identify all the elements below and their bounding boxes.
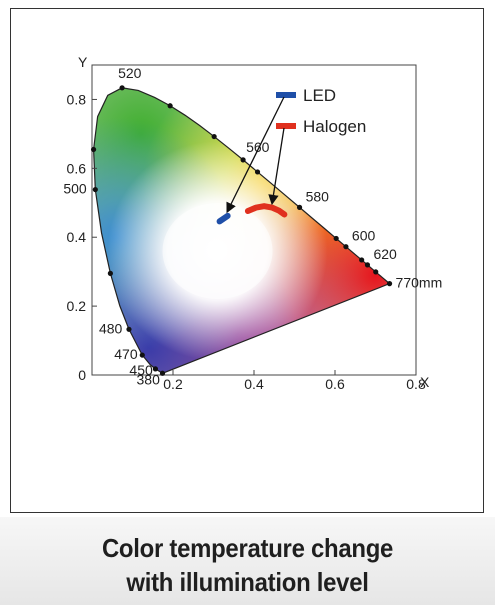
- caption-line-1: Color temperature change: [101, 533, 394, 563]
- x-tick-label: 0.4: [244, 376, 264, 392]
- wavelength-label: 380: [137, 371, 161, 387]
- wavelength-dot: [107, 270, 113, 276]
- wavelength-label: 560: [246, 139, 270, 155]
- y-tick-label: 0.6: [67, 160, 87, 176]
- legend-label-led: LED: [303, 86, 336, 105]
- wavelength-dot: [343, 244, 349, 250]
- y-tick-label: 0.2: [67, 298, 87, 314]
- caption-band: [0, 517, 495, 605]
- wavelength-dot: [159, 370, 166, 376]
- wavelength-label: 620: [373, 246, 397, 262]
- series-led-mark: [216, 212, 231, 225]
- wavelength-dot: [126, 326, 132, 332]
- wavelength-markers: [90, 85, 393, 376]
- wavelength-label: 520: [118, 65, 142, 81]
- wavelength-dot: [90, 146, 97, 153]
- legend-swatch-led: [276, 92, 296, 98]
- legend-leader-halogen: [268, 127, 285, 206]
- legend: LED Halogen: [226, 86, 366, 214]
- x-tick-label: 0.8: [406, 376, 426, 392]
- chromaticity-gamut-fill: [93, 87, 390, 374]
- wavelength-dot: [373, 269, 379, 275]
- series-marks: [216, 203, 288, 225]
- legend-leader-led: [226, 96, 285, 214]
- axes: 0.2 0.4 0.6 0.800.20.40.60.8XY: [67, 54, 430, 392]
- wavelength-dot: [139, 352, 145, 358]
- wavelength-label: 480: [99, 320, 123, 336]
- wavelength-label: 450: [129, 362, 153, 378]
- gamut-white-core: [162, 203, 273, 299]
- wavelength-label: 500: [63, 181, 87, 197]
- wavelength-dot: [333, 235, 339, 242]
- wavelength-dot: [211, 133, 217, 140]
- x-tick-label: 0.2: [163, 376, 183, 392]
- series-halogen-mark: [244, 203, 288, 218]
- legend-swatch-halogen: [276, 123, 296, 129]
- y-tick-label: 0: [78, 367, 86, 383]
- x-tick-label: 0.6: [325, 376, 345, 392]
- wavelength-label: 470: [114, 346, 138, 362]
- wavelength-label: 770mm: [396, 275, 443, 291]
- x-axis-label: X: [420, 374, 430, 390]
- y-tick-label: 0.8: [67, 91, 87, 107]
- legend-label-halogen: Halogen: [303, 117, 366, 136]
- wavelength-dot: [359, 257, 365, 263]
- wavelength-dot: [386, 281, 393, 287]
- wavelength-dot: [92, 186, 98, 193]
- wavelength-dot: [119, 85, 125, 91]
- wavelength-label: 580: [306, 188, 330, 204]
- wavelength-dot: [364, 262, 371, 268]
- wavelength-dot: [254, 169, 261, 175]
- y-tick-label: 0.4: [67, 229, 87, 245]
- wavelength-dot: [296, 204, 303, 210]
- y-axis-label: Y: [78, 54, 88, 70]
- wavelength-dot: [240, 157, 246, 163]
- caption-line-2: with illumination level: [126, 567, 369, 597]
- wavelength-dot: [152, 366, 159, 372]
- wavelength-dot: [167, 103, 173, 109]
- wavelength-label: 600: [352, 228, 376, 244]
